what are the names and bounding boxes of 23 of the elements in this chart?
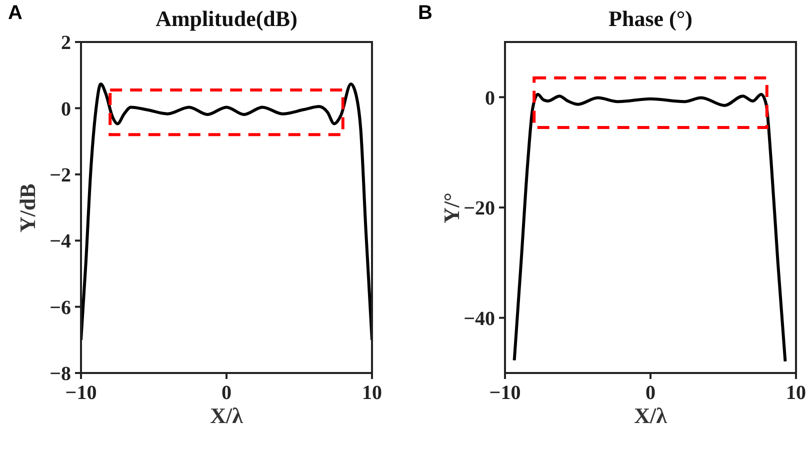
line-series (512, 92, 787, 363)
y-tick-label: 2 (61, 32, 71, 54)
y-axis-title: Y/dB (15, 182, 41, 234)
y-tick-label: −2 (50, 164, 71, 186)
y-tick-label: −20 (464, 198, 495, 220)
x-tick-label: 0 (222, 382, 232, 404)
x-tick-label: −10 (489, 382, 521, 404)
x-axis-title: X/λ (633, 403, 668, 429)
x-tick-label: 10 (786, 382, 806, 404)
y-tick-label: 0 (485, 87, 495, 110)
x-axis-title: X/λ (209, 403, 244, 429)
y-tick-label: −6 (50, 296, 71, 319)
line-series (81, 82, 372, 342)
x-tick-label: 0 (646, 382, 656, 404)
text: B (418, 2, 432, 25)
chart-title: Phase (°) (608, 6, 694, 32)
y-tick-label: −4 (50, 230, 71, 253)
y-axis-title: Y/° (439, 191, 464, 225)
x-tick-label: 10 (362, 382, 382, 404)
y-tick-label: 0 (61, 98, 71, 120)
chart-title: Amplitude(dB) (154, 6, 298, 32)
y-tick-label: −40 (464, 308, 495, 330)
text: A (8, 2, 22, 25)
